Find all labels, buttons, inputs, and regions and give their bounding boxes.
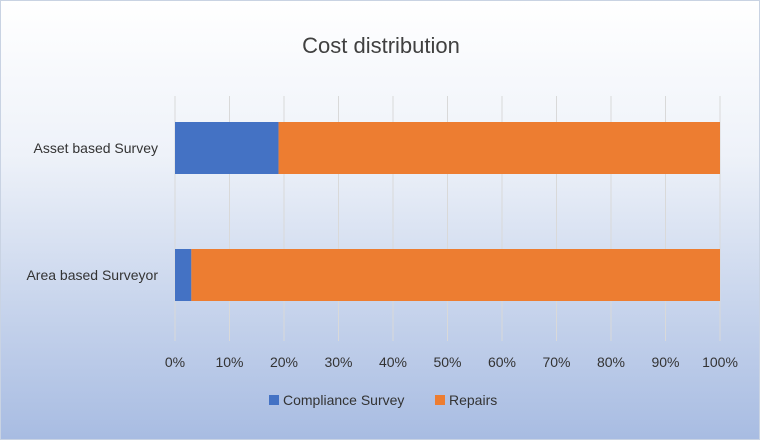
x-tick-label: 80% [597, 354, 625, 370]
x-tick-label: 60% [488, 354, 516, 370]
x-tick-label: 30% [324, 354, 352, 370]
category-labels: Asset based Survey Area based Surveyor [26, 140, 158, 283]
x-tick-labels: 0% 10% 20% 30% 40% 50% 60% 70% 80% 90% 100% [165, 354, 738, 370]
x-tick-label: 20% [270, 354, 298, 370]
x-tick-label: 50% [433, 354, 461, 370]
legend-label: Repairs [449, 392, 497, 408]
category-label: Area based Surveyor [26, 267, 158, 283]
category-label: Asset based Survey [33, 140, 158, 156]
x-tick-label: 90% [651, 354, 679, 370]
bar-segment [191, 249, 721, 301]
x-tick-label: 0% [165, 354, 185, 370]
bars [175, 122, 721, 301]
chart-title: Cost distribution [302, 33, 460, 58]
legend-swatch [435, 395, 445, 405]
legend: Compliance Survey Repairs [269, 392, 497, 408]
bar-segment [175, 249, 192, 301]
x-tick-label: 10% [215, 354, 243, 370]
legend-swatch [269, 395, 279, 405]
x-tick-label: 100% [702, 354, 738, 370]
legend-label: Compliance Survey [283, 392, 404, 408]
bar-segment [175, 122, 279, 174]
x-tick-label: 70% [542, 354, 570, 370]
bar-segment [278, 122, 720, 174]
x-tick-label: 40% [379, 354, 407, 370]
